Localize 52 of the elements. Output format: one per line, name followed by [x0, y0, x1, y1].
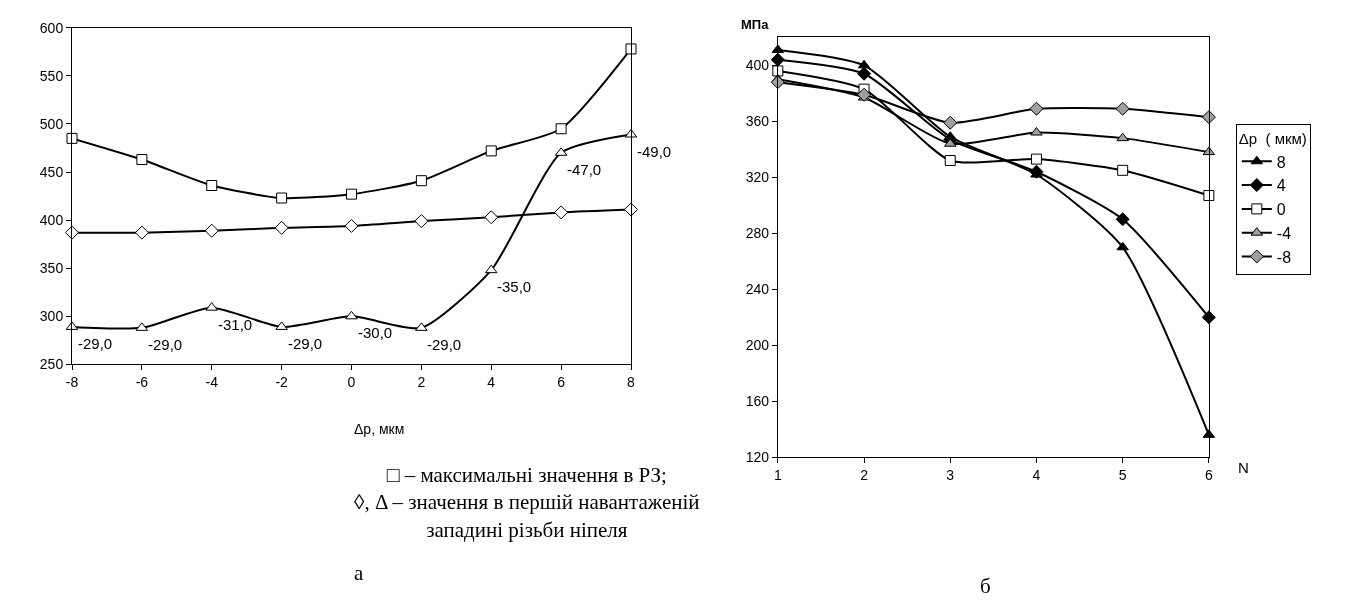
text: а [354, 561, 364, 585]
y-tick-label: 200 [745, 337, 770, 354]
annotation: -47,0 [567, 161, 602, 178]
legend-label: 0 [1276, 201, 1286, 219]
y-tick-label: 120 [745, 449, 770, 466]
text: б [980, 574, 991, 598]
x-tick-label: 6 [557, 374, 566, 391]
y-tick-label: 400 [745, 57, 770, 74]
y-tick-label: 280 [745, 225, 770, 242]
x-tick-label: -8 [65, 374, 79, 391]
y-tick-label: 360 [745, 113, 770, 130]
x-tick-label: 4 [487, 374, 496, 391]
x-tick-label: 6 [1204, 467, 1213, 484]
x-tick-label: -2 [275, 374, 289, 391]
annotation: -30,0 [358, 324, 393, 341]
annotation: -29,0 [148, 336, 183, 353]
y-tick-label: 600 [39, 19, 64, 36]
y-tick-label: 160 [745, 393, 770, 410]
legend-title: Δp ( мкм) [1238, 130, 1307, 148]
annotation: -29,0 [288, 335, 323, 352]
y-tick-label: 550 [39, 67, 64, 84]
annotation: -29,0 [78, 335, 113, 352]
x-tick-label: 1 [773, 467, 782, 484]
legend-label: 8 [1276, 153, 1286, 171]
y-tick-label: 240 [745, 281, 770, 298]
text: □ – максимальні значення в РЗ; ◊, Δ – значення в першій навантаженій западині різьби ніпеля [354, 463, 700, 542]
y-axis-title: МПа [741, 17, 770, 32]
legend-label: 4 [1276, 177, 1286, 195]
x-tick-label: 0 [347, 374, 356, 391]
x-tick-label: 2 [417, 374, 426, 391]
x-tick-label: 4 [1032, 467, 1041, 484]
x-tick-label: 3 [946, 467, 955, 484]
y-tick-label: 400 [39, 212, 64, 229]
annotation: -35,0 [497, 278, 532, 295]
legend-label: -8 [1276, 248, 1292, 266]
y-tick-label: 300 [39, 308, 64, 325]
x-tick-label: 5 [1118, 467, 1127, 484]
annotation: -29,0 [427, 336, 462, 353]
y-tick-label: 320 [745, 169, 770, 186]
x-tick-label: -4 [205, 374, 219, 391]
x-tick-label: 2 [860, 467, 869, 484]
x-axis-title: N [1238, 459, 1249, 476]
y-tick-label: 350 [39, 260, 64, 277]
x-axis-title: Δp, мкм [354, 421, 405, 437]
annotation: -49,0 [637, 143, 672, 160]
legend-label: -4 [1276, 224, 1292, 242]
x-tick-label: -6 [135, 374, 149, 391]
y-tick-label: 500 [39, 115, 64, 132]
y-tick-label: 250 [39, 356, 64, 373]
annotation: -31,0 [218, 316, 253, 333]
y-tick-label: 450 [39, 163, 64, 180]
x-tick-label: 8 [627, 374, 636, 391]
